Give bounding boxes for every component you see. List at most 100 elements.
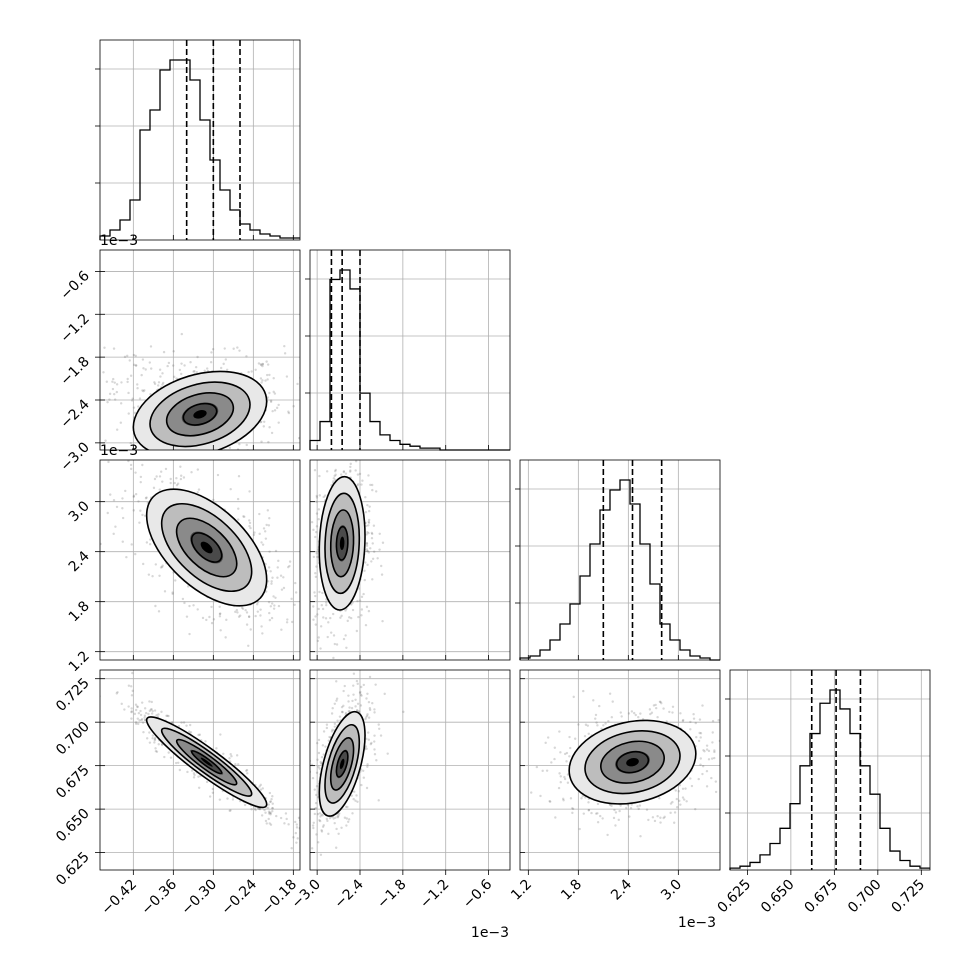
sample-point: [402, 710, 405, 714]
sample-point: [190, 455, 192, 457]
sample-point: [136, 717, 140, 720]
sample-point: [237, 474, 241, 478]
sample-point: [187, 730, 191, 733]
sample-point: [153, 738, 157, 742]
sample-point: [381, 541, 385, 544]
sample-point: [557, 786, 561, 790]
sample-point: [167, 751, 170, 754]
sample-point: [320, 830, 324, 833]
sample-point: [705, 785, 709, 788]
sample-point: [347, 820, 350, 823]
sample-point: [375, 759, 378, 762]
sample-point: [272, 595, 275, 598]
sample-point: [565, 751, 569, 755]
sample-point: [316, 812, 320, 816]
sample-point: [223, 347, 226, 350]
sample-point: [134, 364, 138, 367]
sample-point: [362, 776, 366, 779]
sample-point: [681, 719, 685, 723]
sample-point: [333, 722, 337, 726]
sample-point: [334, 468, 337, 472]
sample-point: [279, 816, 283, 820]
sample-point: [675, 797, 678, 801]
sample-point: [221, 456, 223, 458]
sample-point: [218, 605, 221, 608]
sample-point: [203, 369, 206, 373]
sample-point: [294, 581, 297, 585]
sample-point: [356, 599, 359, 603]
sample-point: [316, 613, 319, 616]
sample-point: [714, 790, 718, 794]
sample-point: [129, 467, 133, 471]
sample-point: [229, 487, 232, 491]
sample-point: [550, 761, 553, 764]
sample-point: [178, 368, 182, 372]
sample-point: [703, 750, 706, 753]
sample-point: [313, 469, 317, 472]
sample-point: [267, 524, 271, 527]
sample-point: [224, 465, 226, 467]
sample-point: [315, 833, 318, 836]
scatter-area: [100, 670, 300, 870]
sample-point: [145, 496, 148, 499]
contour-level-3: [329, 509, 355, 578]
sample-point: [224, 636, 227, 639]
sample-point: [163, 755, 166, 759]
sample-point: [230, 755, 233, 758]
sample-point: [143, 514, 147, 518]
sample-point: [153, 709, 157, 712]
sample-point: [210, 605, 213, 609]
contour-level-1: [318, 710, 366, 817]
sample-point: [707, 758, 711, 761]
sample-point: [671, 711, 674, 714]
sample-point: [283, 344, 286, 348]
sample-point: [193, 773, 196, 777]
sample-point: [713, 756, 716, 760]
sample-point: [314, 623, 318, 626]
sample-point: [367, 531, 370, 535]
panel-frame: [309, 249, 511, 451]
sample-point: [153, 477, 157, 481]
sample-point: [638, 804, 642, 807]
density-level-5: [200, 757, 213, 767]
sample-point: [292, 405, 295, 408]
sample-point: [245, 611, 249, 614]
sample-point: [322, 753, 325, 756]
sample-point: [689, 720, 692, 724]
sample-point: [154, 747, 157, 750]
sample-point: [692, 713, 695, 716]
sample-point: [344, 711, 348, 715]
x-tick-label: 0.675: [802, 877, 842, 917]
sample-point: [637, 715, 640, 719]
sample-point: [318, 474, 321, 478]
panel-frame: [99, 459, 301, 661]
sample-point: [165, 714, 168, 717]
sample-point: [346, 619, 349, 623]
sample-point: [365, 605, 369, 609]
sample-point: [571, 807, 574, 810]
sample-point: [236, 346, 239, 349]
sample-point: [157, 610, 161, 613]
sample-point: [351, 812, 354, 815]
sample-point: [180, 721, 183, 724]
sample-point: [320, 755, 324, 759]
sample-point: [359, 693, 363, 696]
sample-point: [365, 524, 368, 528]
sample-point: [269, 605, 273, 608]
sample-point: [245, 355, 248, 358]
sample-point: [183, 483, 185, 485]
panel-frame: [309, 669, 511, 871]
sample-point: [157, 384, 160, 387]
sample-point: [245, 443, 248, 447]
sample-point: [319, 647, 322, 650]
sample-point: [367, 518, 371, 522]
sample-point: [229, 454, 231, 456]
sample-point: [195, 370, 199, 374]
sample-point: [347, 818, 351, 821]
sample-point: [267, 803, 270, 806]
sample-point: [614, 824, 617, 827]
sample-point: [684, 787, 687, 790]
sample-point: [197, 786, 201, 790]
sample-point: [340, 826, 343, 829]
sample-point: [126, 377, 129, 381]
